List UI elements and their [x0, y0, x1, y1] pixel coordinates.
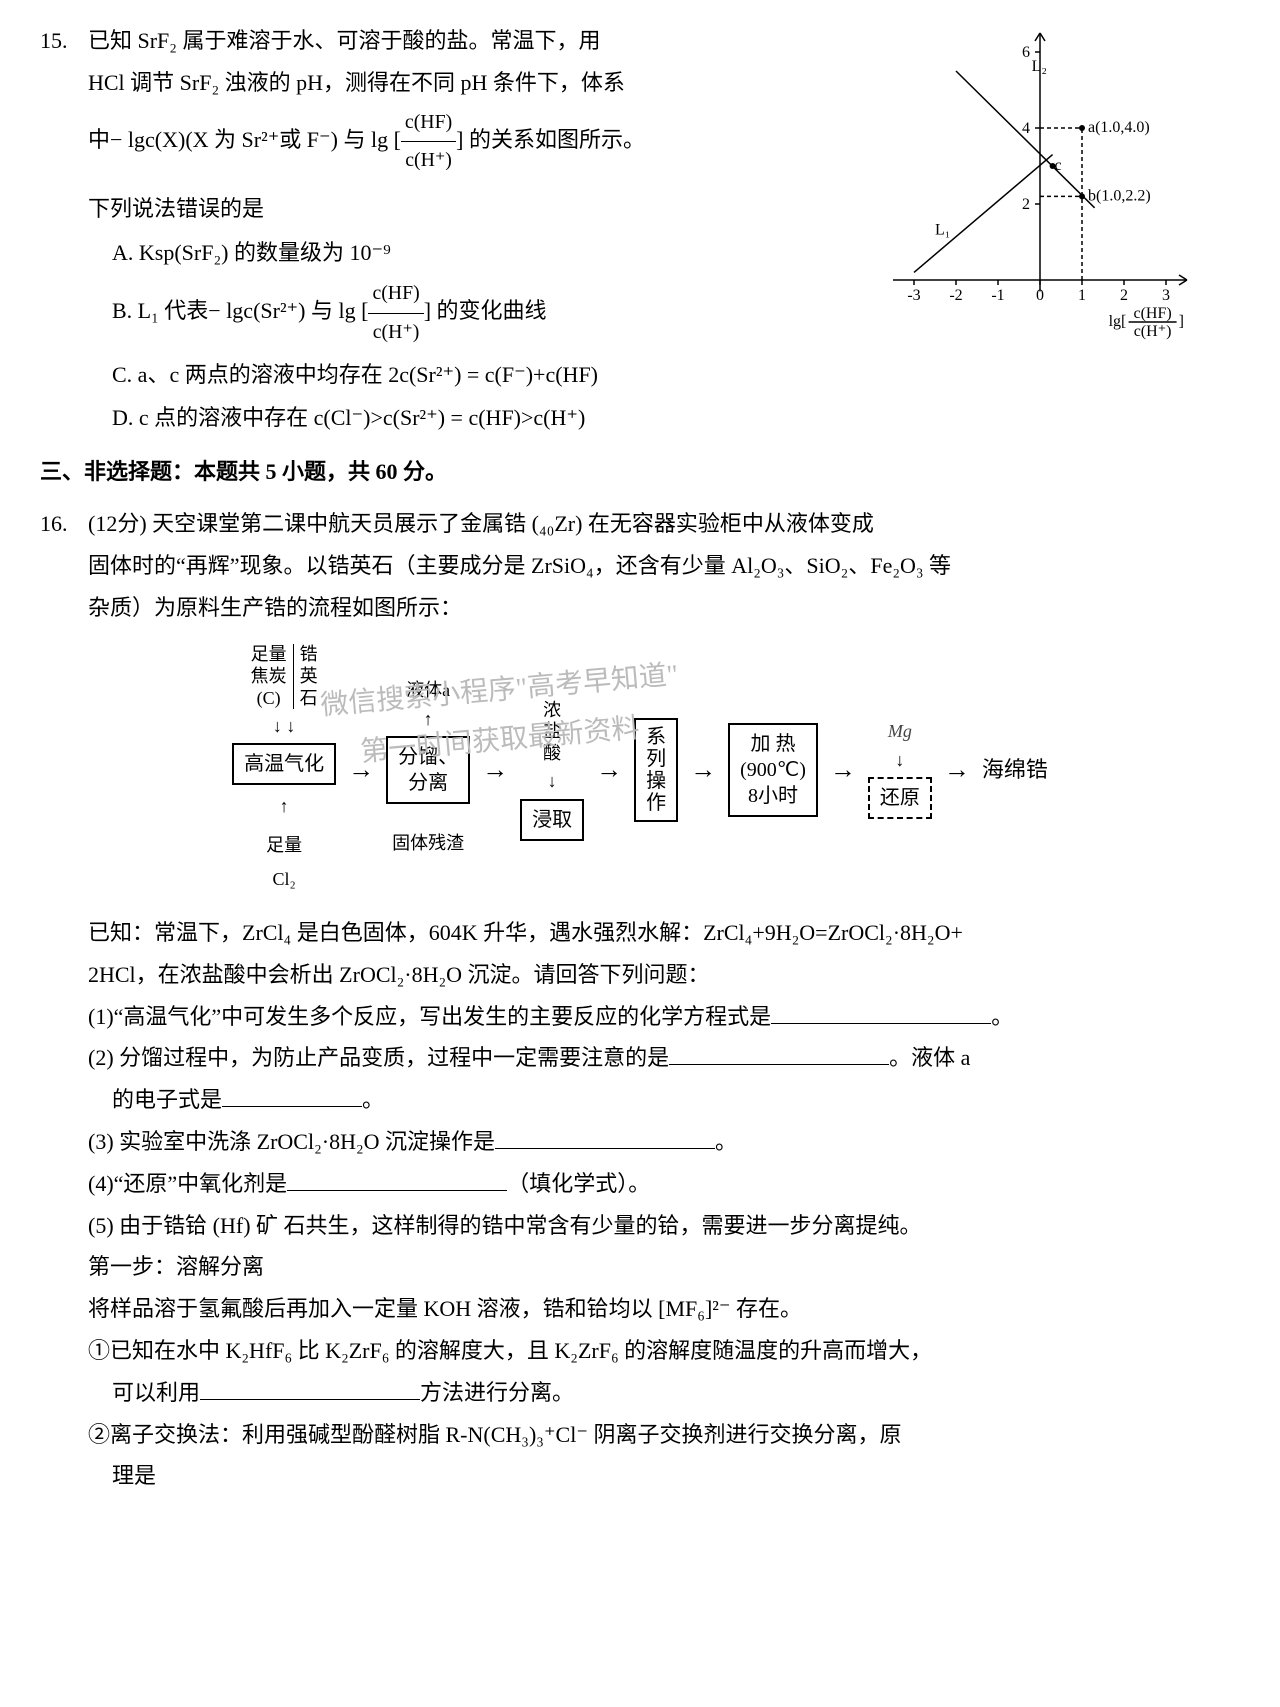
flow-below-2: 固体残渣 — [392, 826, 464, 860]
flow-above-3: 浓盐酸 — [543, 700, 561, 765]
svg-text:1: 1 — [1078, 287, 1086, 304]
q16-p5-c1-1: ①已知在水中 K₂HfF₆ 比 K₂ZrF₆ 的溶解度大，且 K₂ZrF₆ 的溶… — [40, 1330, 1240, 1372]
svg-text:c(HF): c(HF) — [1133, 305, 1171, 322]
flow-input-top: 足量焦炭(C) 锆英石 — [251, 644, 318, 709]
svg-text:3: 3 — [1162, 287, 1170, 304]
q16-p5-c2-end: 理是 — [40, 1455, 1240, 1497]
svg-text:-1: -1 — [991, 287, 1004, 304]
arrow-icon: → — [478, 745, 512, 794]
arrow-icon: → — [344, 745, 378, 794]
q16-known-1: 已知：常温下，ZrCl₄ 是白色固体，604K 升华，遇水强烈水解：ZrCl₄+… — [40, 912, 1240, 954]
flow-box-1: 高温气化 — [232, 743, 336, 785]
flow-box-2: 分馏、 分离 — [386, 736, 470, 804]
flow-above-6: Mg — [888, 721, 912, 743]
q15-optD: D. c 点的溶液中存在 c(Cl⁻)>c(Sr²⁺) = c(HF)>c(H⁺… — [40, 397, 850, 439]
q15-optA: A. Ksp(SrF₂) 的数量级为 10⁻⁹ — [40, 232, 850, 274]
flow-above-2: 液体a — [406, 680, 450, 702]
svg-text:lg[: lg[ — [1109, 313, 1127, 330]
q16-p5-c2: ②离子交换法：利用强碱型酚醛树脂 R-N(CH₃)₃⁺Cl⁻ 阴离子交换剂进行交… — [40, 1414, 1240, 1456]
q15-chart: -3 -2 -1 0 1 2 3 2 4 6 L₁ L₂ a(1.0,4.0) b(1.0,2.2) c lg… — [850, 20, 1240, 441]
svg-text:a(1.0,4.0): a(1.0,4.0) — [1088, 119, 1150, 136]
svg-text:0: 0 — [1036, 287, 1044, 304]
q16-p5-2: 将样品溶于氢氟酸后再加入一定量 KOH 溶液，锆和铪均以 [MF₆]²⁻ 存在。 — [40, 1288, 1240, 1330]
section-3-title: 三、非选择题：本题共 5 小题，共 60 分。 — [40, 451, 1240, 493]
flow-box-4: 系 列 操 作 — [634, 718, 678, 822]
svg-text:c: c — [1055, 157, 1062, 174]
q16-line3: 杂质）为原料生产锆的流程如图所示： — [40, 587, 1240, 629]
q16-known-2: 2HCl，在浓盐酸中会析出 ZrOCl₂·8H₂O 沉淀。请回答下列问题： — [40, 954, 1240, 996]
svg-text:-3: -3 — [907, 287, 920, 304]
svg-text:2: 2 — [1120, 287, 1128, 304]
q16-p3: (3) 实验室中洗涤 ZrOCl₂·8H₂O 沉淀操作是。 — [40, 1121, 1240, 1163]
flow-box-5: 加 热(900℃)8小时 — [728, 723, 818, 817]
q16-p2a: (2) 分馏过程中，为防止产品变质，过程中一定需要注意的是。液体 a — [40, 1037, 1240, 1079]
svg-text:6: 6 — [1022, 44, 1030, 61]
arrow-icon: → — [686, 745, 720, 794]
q16-p2b: 的电子式是。 — [40, 1079, 1240, 1121]
flow-input-bottom: 足量 Cl₂ — [266, 828, 302, 896]
flow-box-3: 浸取 — [520, 799, 584, 841]
q16-p4: (4)“还原”中氧化剂是（填化学式）。 — [40, 1163, 1240, 1205]
q15-line2: HCl 调节 SrF₂ 浊液的 pH，测得在不同 pH 条件下，体系 — [40, 62, 850, 104]
q16-flowchart: 微信搜索小程序"高考早知道" 第一时间获取最新资料 足量焦炭(C) 锆英石 ↓ … — [40, 644, 1240, 896]
q15-line1: 已知 SrF₂ 属于难溶于水、可溶于酸的盐。常温下，用 — [88, 20, 600, 62]
q16-line2: 固体时的“再辉”现象。以锆英石（主要成分是 ZrSiO₄，还含有少量 Al₂O₃… — [40, 545, 1240, 587]
flow-output: 海绵锆 — [982, 749, 1048, 791]
q16-p1: (1)“高温气化”中可发生多个反应，写出发生的主要反应的化学方程式是。 — [40, 996, 1240, 1038]
svg-text:]: ] — [1179, 313, 1184, 330]
svg-text:2: 2 — [1022, 196, 1030, 213]
q15-optB: B. L₁ 代表− lgc(Sr²⁺) 与 lg [c(HF)c(H⁺)] 的变… — [40, 275, 850, 351]
flow-box-6: 还原 — [868, 777, 932, 819]
arrow-icon: → — [592, 745, 626, 794]
svg-text:c(H⁺): c(H⁺) — [1134, 323, 1172, 340]
arrow-icon: → — [826, 745, 860, 794]
q16-p5-1: (5) 由于锆铪 (Hf) 矿 石共生，这样制得的锆中常含有少量的铪，需要进一步… — [40, 1205, 1240, 1247]
svg-text:4: 4 — [1022, 120, 1030, 137]
svg-text:L₂: L₂ — [1032, 58, 1047, 75]
q16-p5-c1-2: 可以利用方法进行分离。 — [40, 1372, 1240, 1414]
q15-number: 15. — [40, 20, 88, 62]
svg-text:L₁: L₁ — [935, 221, 950, 238]
q16-line1: (12分) 天空课堂第二课中航天员展示了金属锆 (₄₀Zr) 在无容器实验柜中从… — [88, 503, 874, 545]
svg-text:b(1.0,2.2): b(1.0,2.2) — [1088, 187, 1151, 204]
q15-line3: 中− lgc(X)(X 为 Sr²⁺或 F⁻) 与 lg [c(HF)c(H⁺)… — [40, 104, 850, 180]
q16-p5-step1: 第一步：溶解分离 — [40, 1246, 1240, 1288]
q15-optC: C. a、c 两点的溶液中均存在 2c(Sr²⁺) = c(F⁻)+c(HF) — [40, 354, 850, 396]
q15-prompt: 下列说法错误的是 — [40, 188, 850, 230]
q16-number: 16. — [40, 503, 88, 545]
svg-text:-2: -2 — [949, 287, 962, 304]
arrow-icon: → — [940, 745, 974, 794]
